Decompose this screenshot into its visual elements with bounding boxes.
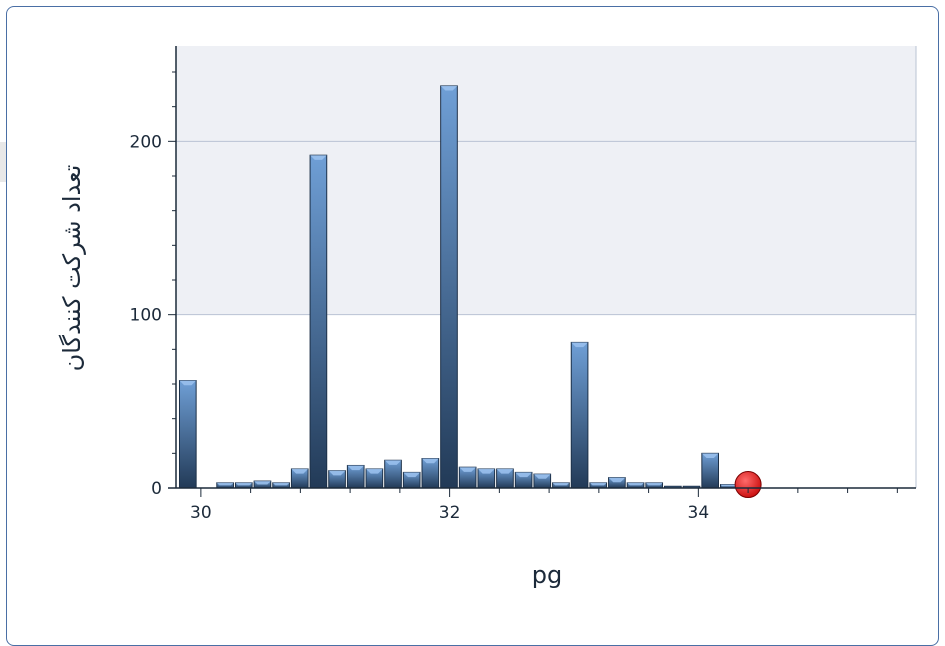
- bar-highlight: [422, 458, 439, 464]
- bar-highlight: [627, 482, 644, 486]
- bar-highlight: [589, 482, 607, 486]
- histogram-bar: [272, 482, 290, 489]
- x-tick-labels: 30 32 34: [190, 503, 709, 523]
- bar-body: [701, 452, 719, 489]
- bar-body: [570, 341, 589, 489]
- bar-highlight: [720, 484, 738, 487]
- x-tick-label: 30: [190, 503, 212, 523]
- y-tick-label: 100: [130, 306, 162, 326]
- bar-body: [178, 380, 197, 489]
- histogram-bar: [346, 464, 365, 489]
- histogram-bar: [384, 459, 402, 489]
- bar-highlight: [216, 482, 234, 486]
- histogram-bar: [458, 466, 477, 489]
- histogram-bar: [365, 468, 384, 489]
- bar-highlight: [366, 468, 383, 474]
- gridlines: [176, 46, 917, 488]
- bar-body: [309, 154, 328, 489]
- histogram-bar: [440, 85, 458, 489]
- outlier-marker: [734, 471, 762, 499]
- histogram-bar: [570, 341, 589, 489]
- histogram-bar: [309, 154, 328, 489]
- bar-highlight: [235, 482, 253, 486]
- y-axis-title: تعداد شرکت کنندگان: [58, 165, 86, 372]
- bar-highlight: [477, 468, 495, 474]
- y-tick-label: 0: [151, 479, 162, 499]
- histogram-bar: [589, 482, 608, 489]
- histogram-bar: [402, 471, 421, 489]
- bar-highlight: [310, 155, 327, 160]
- bar-highlight: [701, 453, 719, 458]
- marker-layer: [734, 471, 762, 499]
- x-tick-label: 34: [688, 503, 710, 523]
- histogram-bar: [290, 468, 309, 489]
- plot-band: [176, 141, 916, 315]
- side-scroll-tab[interactable]: [0, 142, 6, 182]
- bar-highlight: [272, 482, 290, 486]
- histogram-bar: [626, 482, 645, 489]
- histogram-bar: [701, 452, 719, 489]
- histogram-bar: [533, 473, 552, 489]
- bar-highlight: [533, 474, 551, 479]
- histogram-bar: [477, 468, 496, 489]
- bar-highlight: [384, 460, 402, 465]
- histogram-bar: [253, 480, 272, 489]
- y-tick-labels: 0 100 200: [130, 132, 162, 499]
- bar-highlight: [328, 470, 346, 476]
- x-tick-label: 32: [439, 503, 461, 523]
- y-tick-label: 200: [130, 132, 162, 152]
- bar-highlight: [179, 380, 197, 386]
- bar-body: [440, 85, 458, 489]
- histogram-bar: [216, 482, 234, 489]
- bar-highlight: [571, 342, 588, 348]
- x-axis-title: pg: [532, 561, 562, 589]
- histogram-bar: [234, 482, 253, 489]
- bar-highlight: [645, 482, 663, 486]
- bar-highlight: [291, 468, 309, 474]
- bar-highlight: [403, 472, 421, 478]
- bar-highlight: [459, 467, 476, 472]
- histogram-bar: [328, 470, 346, 489]
- bar-highlight: [552, 482, 570, 486]
- histogram-chart: 30 32 34 0 100 200 pg تعداد شرکت کنندگان: [58, 46, 917, 589]
- bar-highlight: [254, 481, 271, 485]
- plot-background: [176, 46, 916, 315]
- bar-highlight: [347, 465, 365, 471]
- histogram-bar: [421, 458, 440, 489]
- bars: [178, 85, 738, 489]
- histogram-bar: [645, 482, 664, 489]
- histogram-bar: [552, 482, 570, 489]
- axes: [168, 46, 916, 497]
- bar-highlight: [608, 477, 626, 483]
- bar-highlight: [496, 468, 514, 474]
- plot-band: [176, 46, 916, 142]
- histogram-bar: [608, 477, 626, 489]
- histogram-bar: [178, 380, 197, 489]
- bar-highlight: [440, 85, 458, 91]
- histogram-bar: [514, 471, 533, 489]
- bar-highlight: [515, 472, 532, 478]
- histogram-bar: [496, 468, 514, 489]
